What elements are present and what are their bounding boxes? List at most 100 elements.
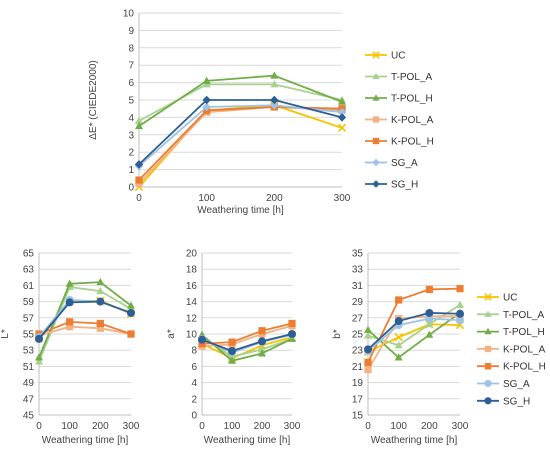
y-tick-label: 45 <box>23 411 35 422</box>
data-point <box>288 330 296 338</box>
y-tick-label: 29 <box>352 297 364 308</box>
data-point <box>135 116 143 124</box>
legend-label: T-POL_A <box>503 310 544 321</box>
series-line <box>38 320 132 335</box>
y-tick-label: 16 <box>186 281 198 292</box>
x-tick-label: 0 <box>199 421 205 432</box>
legend-marker <box>372 180 380 188</box>
data-point <box>258 327 266 335</box>
series-line <box>367 287 461 363</box>
legend-item: T-POL_A <box>365 72 432 83</box>
data-point <box>270 80 279 88</box>
y-tick-label: 18 <box>186 265 198 276</box>
y-tick-label: 19 <box>352 378 364 389</box>
x-tick-label: 200 <box>421 421 438 432</box>
series-UC <box>134 101 347 192</box>
legend-marker <box>484 397 492 405</box>
x-tick-label: 300 <box>334 193 351 204</box>
legend-item: UC <box>477 293 517 304</box>
x-tick-label: 0 <box>136 193 142 204</box>
y-tick-label: 63 <box>23 265 35 276</box>
series-line <box>201 333 293 352</box>
legend-item: K-POL_A <box>477 344 546 355</box>
series-T-POL_H <box>35 277 135 361</box>
data-point <box>270 95 279 105</box>
y-tick-label: 2 <box>191 394 197 405</box>
x-tick-label: 200 <box>92 421 109 432</box>
chart-b: 15 17 19 21 23 25 27 29 31 33 35 0 100 200 300 Weatheri… <box>332 249 546 447</box>
series-SG_A <box>134 101 347 171</box>
series-T-POL_H <box>135 71 346 130</box>
series-line <box>38 286 132 362</box>
data-point <box>134 160 144 169</box>
legend-marker <box>372 72 380 80</box>
y-tick-label: 21 <box>352 362 364 373</box>
data-point <box>202 76 211 84</box>
data-point <box>270 71 279 79</box>
data-point <box>198 340 206 348</box>
series-line <box>201 334 293 362</box>
y-tick-label: 5 <box>128 96 134 107</box>
x-axis-label: Weathering time [h] <box>42 435 129 446</box>
y-tick-label: 0 <box>128 183 134 194</box>
data-point <box>337 113 347 122</box>
y-tick-label: 0 <box>191 411 197 422</box>
y-tick-label: 59 <box>23 297 35 308</box>
data-point <box>35 357 43 365</box>
series-line <box>201 322 293 345</box>
y-tick-label: 9 <box>128 26 134 37</box>
y-tick-label: 17 <box>352 394 364 405</box>
series-K-POL_A <box>135 103 346 188</box>
series-line <box>367 304 461 347</box>
series-K-POL_H <box>135 103 346 184</box>
y-tick-label: 6 <box>191 362 197 373</box>
y-tick-label: 27 <box>352 313 364 324</box>
legend-marker <box>484 293 492 301</box>
data-point <box>270 101 279 110</box>
legend-label: UC <box>391 51 405 62</box>
legend-marker <box>372 137 380 145</box>
data-point <box>337 123 347 133</box>
y-tick-label: 14 <box>186 297 198 308</box>
legend-marker <box>372 116 380 123</box>
series-T-POL_A <box>364 300 464 349</box>
legend-label: SG_A <box>391 158 418 169</box>
series-line <box>38 300 132 340</box>
series-line <box>138 74 343 127</box>
legend-label: SG_H <box>503 396 530 407</box>
series-K-POL_H <box>364 285 464 366</box>
y-tick-label: 49 <box>23 378 35 389</box>
data-point <box>228 338 236 346</box>
data-point <box>96 277 105 286</box>
y-tick-label: 33 <box>352 265 364 276</box>
legend-marker <box>484 345 492 353</box>
legend: UC T-POL_A T-POL_H K-POL_A K-POL_H SG_A SG_H <box>477 293 546 407</box>
legend-marker <box>484 379 492 388</box>
series-SG_H <box>134 95 347 169</box>
data-point <box>202 95 211 105</box>
legend-item: T-POL_H <box>477 327 545 338</box>
data-point <box>65 279 74 287</box>
x-tick-label: 300 <box>284 421 301 432</box>
data-point <box>135 176 143 184</box>
x-tick-label: 200 <box>254 421 271 432</box>
y-axis-label: L* <box>0 329 11 339</box>
legend-marker <box>372 51 380 59</box>
y-tick-label: 6 <box>128 78 134 89</box>
y-tick-label: 2 <box>128 148 134 159</box>
series-line <box>38 325 132 337</box>
data-point <box>425 308 434 317</box>
data-point <box>337 107 347 117</box>
y-tick-label: 4 <box>128 113 134 124</box>
legend-label: K-POL_H <box>503 362 546 373</box>
data-point <box>338 97 346 105</box>
data-point <box>258 349 266 357</box>
series-K-POL_H <box>198 319 296 348</box>
y-axis-label: a* <box>166 329 177 339</box>
data-point <box>394 353 403 361</box>
legend-label: SG_H <box>391 180 418 191</box>
y-tick-label: 55 <box>23 330 35 341</box>
y-tick-label: 10 <box>123 9 135 20</box>
data-point <box>364 358 372 366</box>
y-tick-label: 12 <box>186 313 198 324</box>
